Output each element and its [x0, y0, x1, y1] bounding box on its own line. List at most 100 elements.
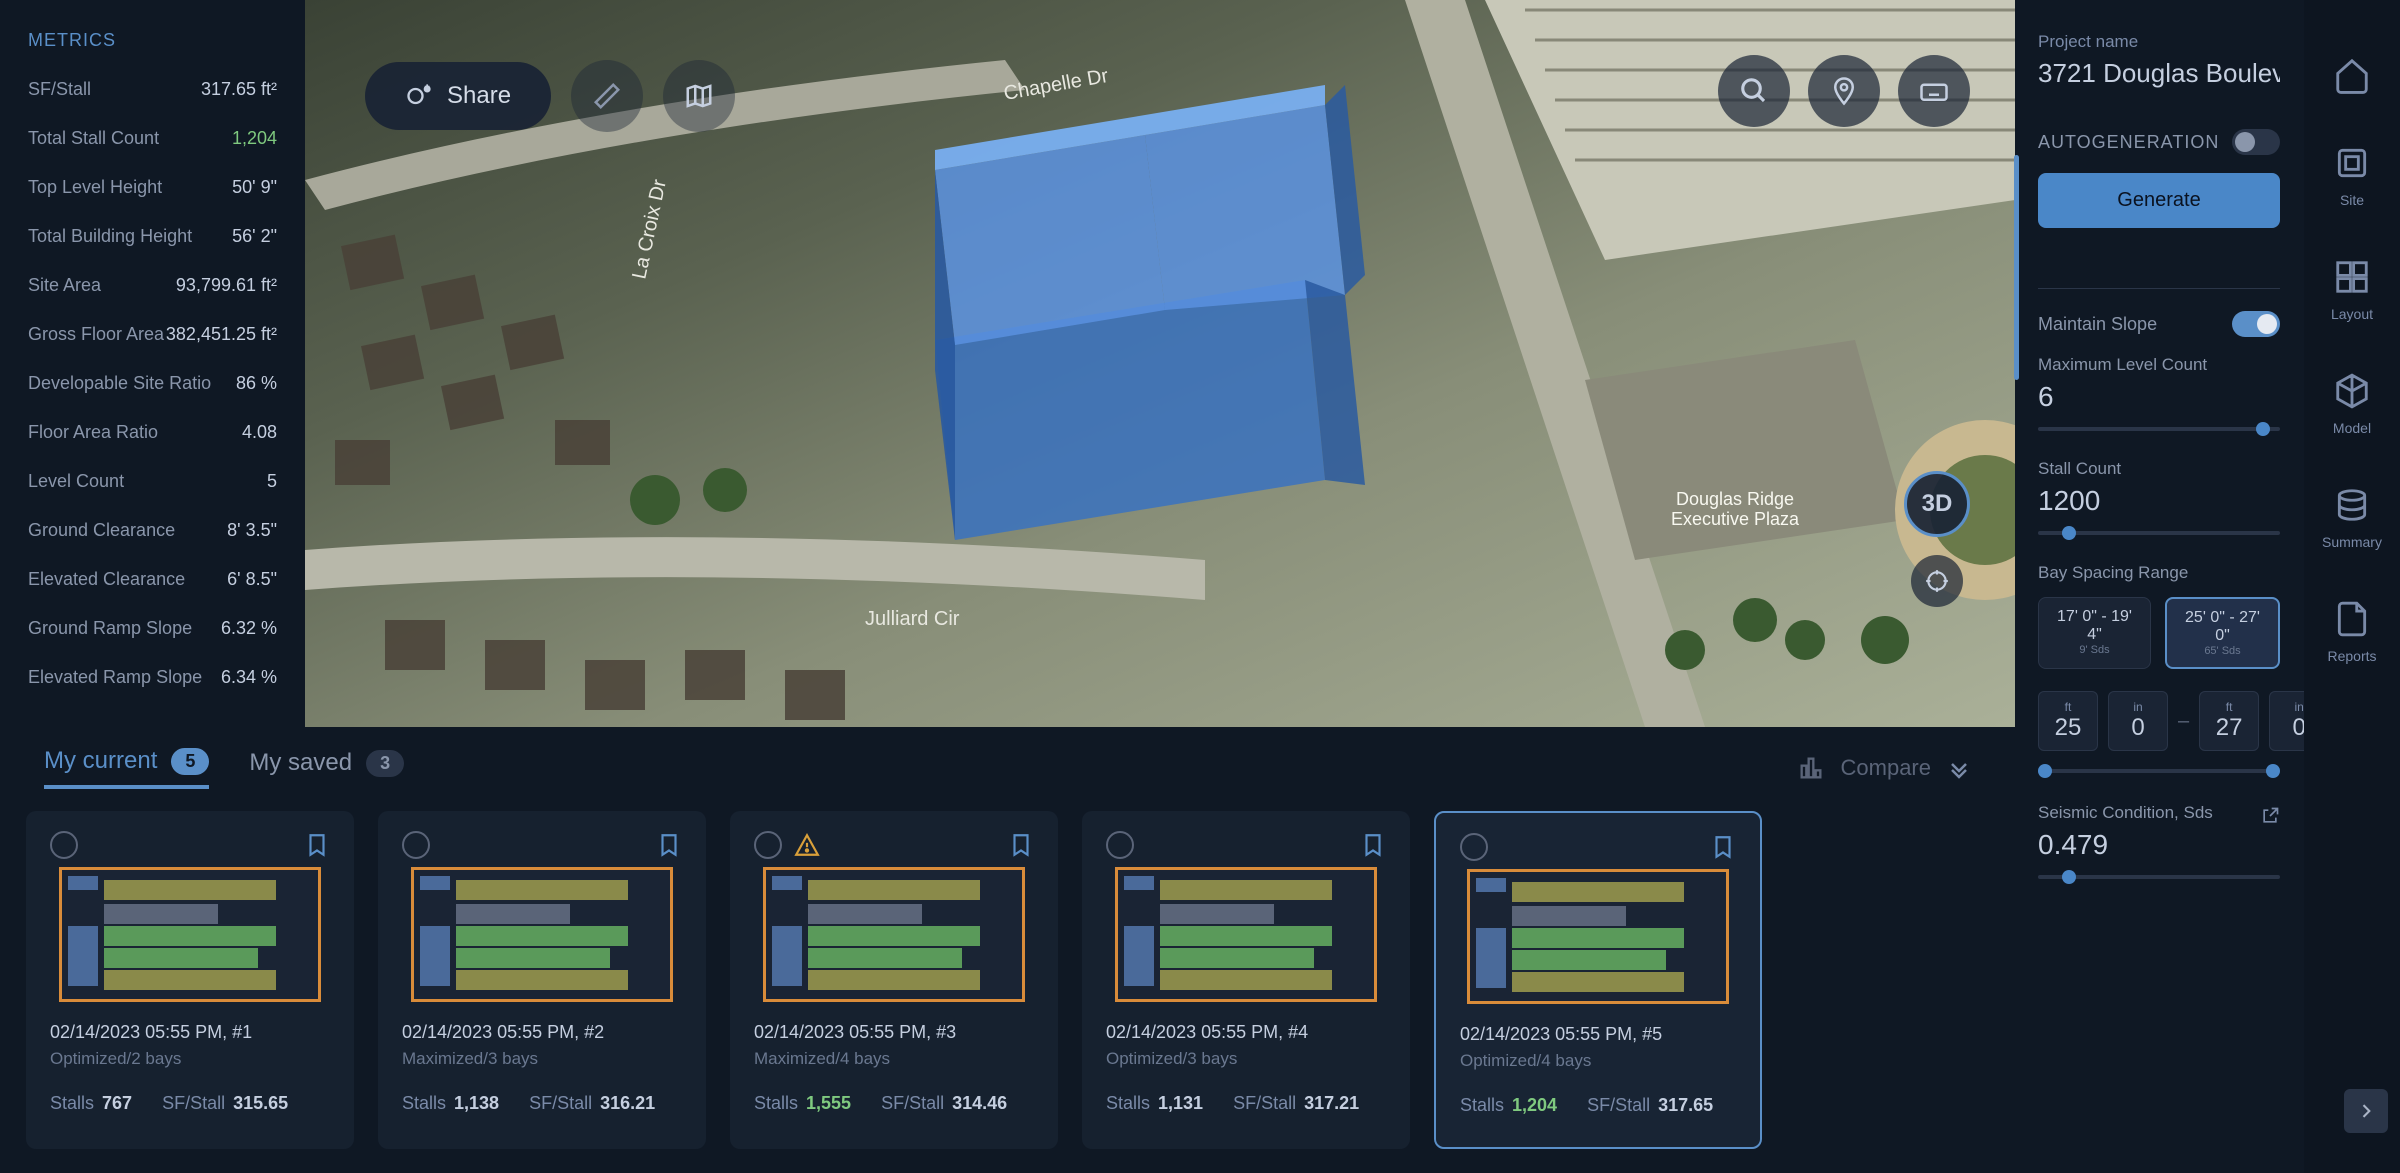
slope-label: Maintain Slope	[2038, 314, 2157, 335]
ft-in-input[interactable]: in0	[2108, 691, 2168, 751]
rail-home[interactable]	[2333, 56, 2371, 94]
card-subtitle: Maximized/4 bays	[754, 1049, 1034, 1069]
max-level-group: Maximum Level Count 6	[2038, 355, 2280, 431]
tabs: My current 5 My saved 3 Compare	[18, 747, 1997, 811]
bottom-panel: My current 5 My saved 3 Compare	[0, 727, 2015, 1173]
view-controls: 3D	[1904, 471, 1970, 607]
bay-option[interactable]: 25' 0" - 27' 0"65' Sds	[2165, 597, 2280, 669]
warning-icon	[794, 832, 820, 858]
rail-reports[interactable]: Reports	[2327, 600, 2376, 664]
project-name: 3721 Douglas Boulevar	[2038, 58, 2280, 89]
metric-value: 317.65 ft²	[201, 79, 277, 100]
stall-count-group: Stall Count 1200	[2038, 459, 2280, 535]
bookmark-icon[interactable]	[1360, 832, 1386, 858]
seismic-slider[interactable]	[2038, 875, 2280, 879]
bookmark-icon[interactable]	[1008, 832, 1034, 858]
tab-current[interactable]: My current 5	[44, 747, 209, 789]
metric-row: Gross Floor Area382,451.25 ft²	[28, 324, 277, 345]
design-card[interactable]: 02/14/2023 05:55 PM, #5 Optimized/4 bays…	[1434, 811, 1762, 1149]
card-subtitle: Optimized/3 bays	[1106, 1049, 1386, 1069]
metric-value: 6.32 %	[221, 618, 277, 639]
ft-in-input[interactable]: ft27	[2199, 691, 2259, 751]
map-button[interactable]	[663, 60, 735, 132]
rail-summary[interactable]: Summary	[2322, 486, 2382, 550]
stall-count-value[interactable]: 1200	[2038, 485, 2280, 517]
rail-site[interactable]: Site	[2333, 144, 2371, 208]
config-panel: Project name 3721 Douglas Boulevar AUTOG…	[2014, 0, 2304, 1173]
metric-value: 8' 3.5"	[227, 520, 277, 541]
metric-value: 6.34 %	[221, 667, 277, 688]
stall-count-slider[interactable]	[2038, 531, 2280, 535]
layout-icon	[2333, 258, 2371, 296]
keyboard-icon	[1919, 76, 1949, 106]
metrics-list: SF/Stall 317.65 ft² Total Stall Count 1,204…	[28, 79, 277, 688]
metric-row: Site Area93,799.61 ft²	[28, 275, 277, 296]
ft-in-input[interactable]: ft25	[2038, 691, 2098, 751]
search-button[interactable]	[1718, 55, 1790, 127]
map-viewport[interactable]: La Croix Dr Chapelle Dr Julliard Cir Dou…	[305, 0, 2015, 727]
metric-label: Total Stall Count	[28, 128, 159, 149]
card-thumbnail	[1115, 867, 1377, 1002]
max-level-slider[interactable]	[2038, 427, 2280, 431]
metric-value: 6' 8.5"	[227, 569, 277, 590]
crosshair-icon	[1924, 568, 1950, 594]
max-level-value[interactable]: 6	[2038, 381, 2280, 413]
rail-layout[interactable]: Layout	[2331, 258, 2373, 322]
metric-row: Total Stall Count 1,204	[28, 128, 277, 149]
plaza-label: Douglas Ridge	[1676, 489, 1794, 509]
seismic-group: Seismic Condition, Sds 0.479	[2038, 803, 2280, 879]
design-card[interactable]: 02/14/2023 05:55 PM, #4 Optimized/3 bays…	[1082, 811, 1410, 1149]
next-arrow-button[interactable]	[2344, 1089, 2388, 1133]
pencil-icon	[592, 81, 622, 111]
home-icon	[2333, 56, 2371, 94]
pin-icon	[1829, 76, 1859, 106]
bookmark-icon[interactable]	[1710, 834, 1736, 860]
metric-label: SF/Stall	[28, 79, 91, 100]
card-radio[interactable]	[402, 831, 430, 859]
autogen-toggle[interactable]	[2232, 129, 2280, 155]
generate-button[interactable]: Generate	[2038, 173, 2280, 228]
card-radio[interactable]	[1460, 833, 1488, 861]
tab-saved[interactable]: My saved 3	[249, 749, 404, 787]
metric-value: 50' 9"	[232, 177, 277, 198]
keyboard-button[interactable]	[1898, 55, 1970, 127]
metric-value: 4.08	[242, 422, 277, 443]
ft-in-group: ft25in0–ft27in0	[2038, 691, 2280, 751]
bookmark-icon[interactable]	[304, 832, 330, 858]
metric-label: Total Building Height	[28, 226, 192, 247]
card-radio[interactable]	[754, 831, 782, 859]
card-radio[interactable]	[50, 831, 78, 859]
building-model[interactable]	[825, 80, 1465, 550]
metric-row: Elevated Ramp Slope 6.34 %	[28, 667, 277, 688]
design-card[interactable]: 02/14/2023 05:55 PM, #3 Maximized/4 bays…	[730, 811, 1058, 1149]
metric-value: 56' 2"	[232, 226, 277, 247]
location-button[interactable]	[1808, 55, 1880, 127]
icon-rail: Site Layout Model Summary Reports	[2304, 0, 2400, 1173]
bay-option[interactable]: 17' 0" - 19' 4"9' Sds	[2038, 597, 2151, 669]
card-title: 02/14/2023 05:55 PM, #1	[50, 1022, 330, 1043]
metric-label: Elevated Ramp Slope	[28, 667, 202, 688]
card-radio[interactable]	[1106, 831, 1134, 859]
metric-row: Ground Ramp Slope6.32 %	[28, 618, 277, 639]
bay-spacing-label: Bay Spacing Range	[2038, 563, 2280, 583]
view-3d-button[interactable]: 3D	[1904, 471, 1970, 537]
tab-current-badge: 5	[171, 748, 209, 775]
seismic-value[interactable]: 0.479	[2038, 829, 2280, 861]
metric-label: Level Count	[28, 471, 124, 492]
layers-button[interactable]	[571, 60, 643, 132]
bookmark-icon[interactable]	[656, 832, 682, 858]
design-card[interactable]: 02/14/2023 05:55 PM, #2 Maximized/3 bays…	[378, 811, 706, 1149]
design-card[interactable]: 02/14/2023 05:55 PM, #1 Optimized/2 bays…	[26, 811, 354, 1149]
bay-range-slider[interactable]	[2038, 769, 2280, 773]
external-link-icon[interactable]	[2260, 806, 2280, 826]
slope-toggle[interactable]	[2232, 311, 2280, 337]
metric-row: Developable Site Ratio86 %	[28, 373, 277, 394]
metric-label: Elevated Clearance	[28, 569, 185, 590]
autogen-label: AUTOGENERATION	[2038, 132, 2219, 153]
metric-value: 1,204	[232, 128, 277, 149]
card-title: 02/14/2023 05:55 PM, #2	[402, 1022, 682, 1043]
share-button[interactable]: Share	[365, 62, 551, 130]
compare-toggle[interactable]: Compare	[1797, 754, 1971, 782]
recenter-button[interactable]	[1911, 555, 1963, 607]
rail-model[interactable]: Model	[2333, 372, 2371, 436]
